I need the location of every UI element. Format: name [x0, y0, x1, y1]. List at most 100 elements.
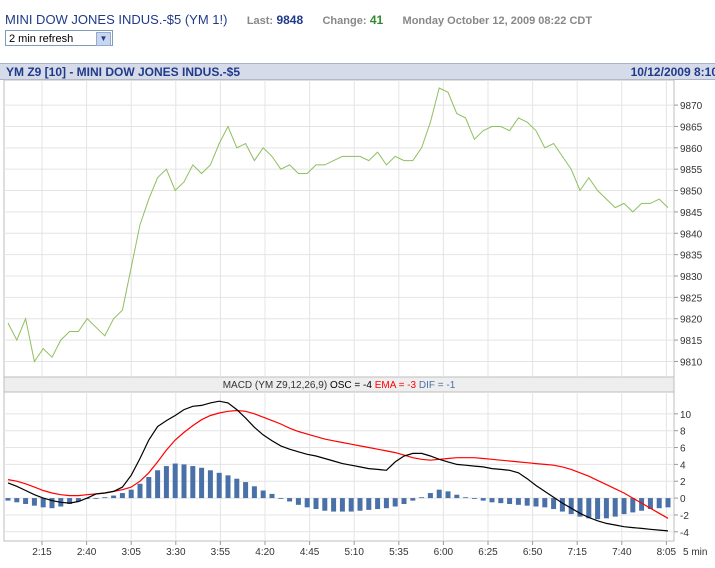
- osc-bar: [559, 498, 565, 512]
- osc-bar: [498, 498, 504, 504]
- osc-bar: [533, 498, 539, 507]
- osc-bar: [427, 493, 433, 499]
- osc-bar: [216, 472, 222, 499]
- price-tick-label: 9835: [680, 251, 703, 262]
- osc-bar: [287, 498, 293, 502]
- osc-bar: [93, 498, 99, 499]
- osc-bar: [181, 464, 187, 499]
- x-tick-label: 3:30: [166, 547, 186, 558]
- osc-bar: [480, 498, 486, 501]
- price-y-axis: 9810 9815 9820 9825 9830 9835 9840 9845 9850 9855…: [680, 101, 703, 368]
- osc-bar: [507, 498, 513, 504]
- x-tick-label: 8:05: [657, 547, 677, 558]
- x-unit-label: 5 min: [683, 547, 707, 558]
- osc-bar: [31, 498, 37, 506]
- osc-bar: [445, 491, 451, 499]
- price-tick-label: 9830: [680, 272, 703, 283]
- osc-bar: [243, 482, 249, 499]
- osc-bar: [489, 498, 495, 503]
- macd-legend-ema: EMA = -3: [375, 380, 417, 391]
- macd-line: [7, 400, 669, 532]
- osc-bar: [119, 493, 125, 499]
- osc-bar: [454, 494, 460, 499]
- osc-bar: [49, 498, 55, 509]
- osc-bar: [419, 497, 425, 499]
- macd-tick-label: -2: [680, 511, 689, 522]
- x-tick-label: 5:35: [389, 547, 409, 558]
- osc-bar: [278, 498, 284, 499]
- price-grid: [4, 80, 678, 377]
- chevron-down-icon[interactable]: ▼: [96, 32, 111, 46]
- last-label: Last:: [246, 15, 274, 27]
- osc-bar: [207, 470, 213, 499]
- osc-bar: [383, 498, 389, 509]
- x-tick-label: 3:05: [121, 547, 141, 558]
- quote-datetime: Monday October 12, 2009 08:22 CDT: [402, 15, 593, 27]
- osc-bar: [225, 475, 231, 499]
- osc-bar: [163, 466, 169, 499]
- osc-bar: [331, 498, 337, 512]
- x-tick-label: 4:45: [300, 547, 320, 558]
- macd-tick-label: -4: [680, 528, 689, 539]
- osc-bar: [515, 498, 521, 505]
- x-tick-label: 6:50: [523, 547, 543, 558]
- macd-tick-label: 6: [680, 444, 686, 455]
- osc-bar: [410, 498, 416, 501]
- osc-bar: [304, 498, 310, 508]
- osc-bar: [322, 498, 328, 511]
- macd-legend-osc: OSC = -4: [330, 380, 372, 391]
- osc-bar: [577, 498, 583, 517]
- price-tick-label: 9840: [680, 229, 703, 240]
- last-value: 9848: [276, 13, 304, 27]
- osc-bar: [551, 498, 557, 510]
- price-tick-label: 9865: [680, 122, 703, 133]
- x-tick-label: 6:00: [434, 547, 454, 558]
- osc-bar: [471, 498, 477, 499]
- price-tick-label: 9855: [680, 165, 703, 176]
- x-tick-label: 7:40: [612, 547, 632, 558]
- osc-bar: [269, 493, 275, 499]
- osc-bar: [647, 498, 653, 510]
- price-panel-frame: [3, 79, 675, 378]
- chart-date: 10/12/2009 8:10: [630, 65, 715, 79]
- osc-bar: [251, 486, 257, 499]
- osc-bars: [5, 463, 671, 520]
- refresh-select-value: 2 min refresh: [9, 33, 74, 45]
- macd-tick-label: 10: [680, 410, 692, 421]
- price-tick-label: 9860: [680, 144, 703, 155]
- osc-bar: [375, 498, 381, 510]
- x-tick-label: 5:10: [344, 547, 364, 558]
- osc-bar: [75, 498, 81, 502]
- osc-bar: [392, 498, 398, 507]
- x-tick-label: 2:15: [32, 547, 52, 558]
- osc-bar: [463, 497, 469, 499]
- osc-bar: [67, 498, 73, 504]
- x-tick-label: 6:25: [478, 547, 498, 558]
- x-tick-label: 7:15: [567, 547, 587, 558]
- price-tick-label: 9870: [680, 101, 703, 112]
- macd-tick-label: 2: [680, 477, 686, 488]
- osc-bar: [542, 498, 548, 508]
- change-label: Change:: [322, 15, 367, 27]
- change-value: 41: [369, 13, 384, 27]
- price-tick-label: 9845: [680, 208, 703, 219]
- osc-bar: [199, 467, 205, 499]
- refresh-select[interactable]: 2 min refresh ▼: [5, 30, 113, 46]
- osc-bar: [656, 498, 662, 509]
- osc-bar: [137, 483, 143, 499]
- macd-tick-label: 4: [680, 460, 686, 471]
- macd-tick-label: 8: [680, 427, 686, 438]
- ema-line: [7, 409, 669, 519]
- macd-y-axis: -4 -2 0 2 4 6 8 10: [680, 410, 692, 539]
- osc-bar: [111, 495, 117, 499]
- osc-bar: [23, 498, 29, 504]
- macd-legend-dif: DIF = -1: [419, 380, 456, 391]
- osc-bar: [339, 498, 345, 512]
- osc-bar: [603, 498, 609, 519]
- osc-bar: [621, 498, 627, 515]
- osc-bar: [14, 498, 20, 503]
- osc-bar: [190, 466, 196, 499]
- osc-bar: [155, 470, 161, 499]
- osc-bar: [630, 498, 636, 513]
- instrument-title: MINI DOW JONES INDUS.-$5 (YM 1!): [5, 12, 228, 27]
